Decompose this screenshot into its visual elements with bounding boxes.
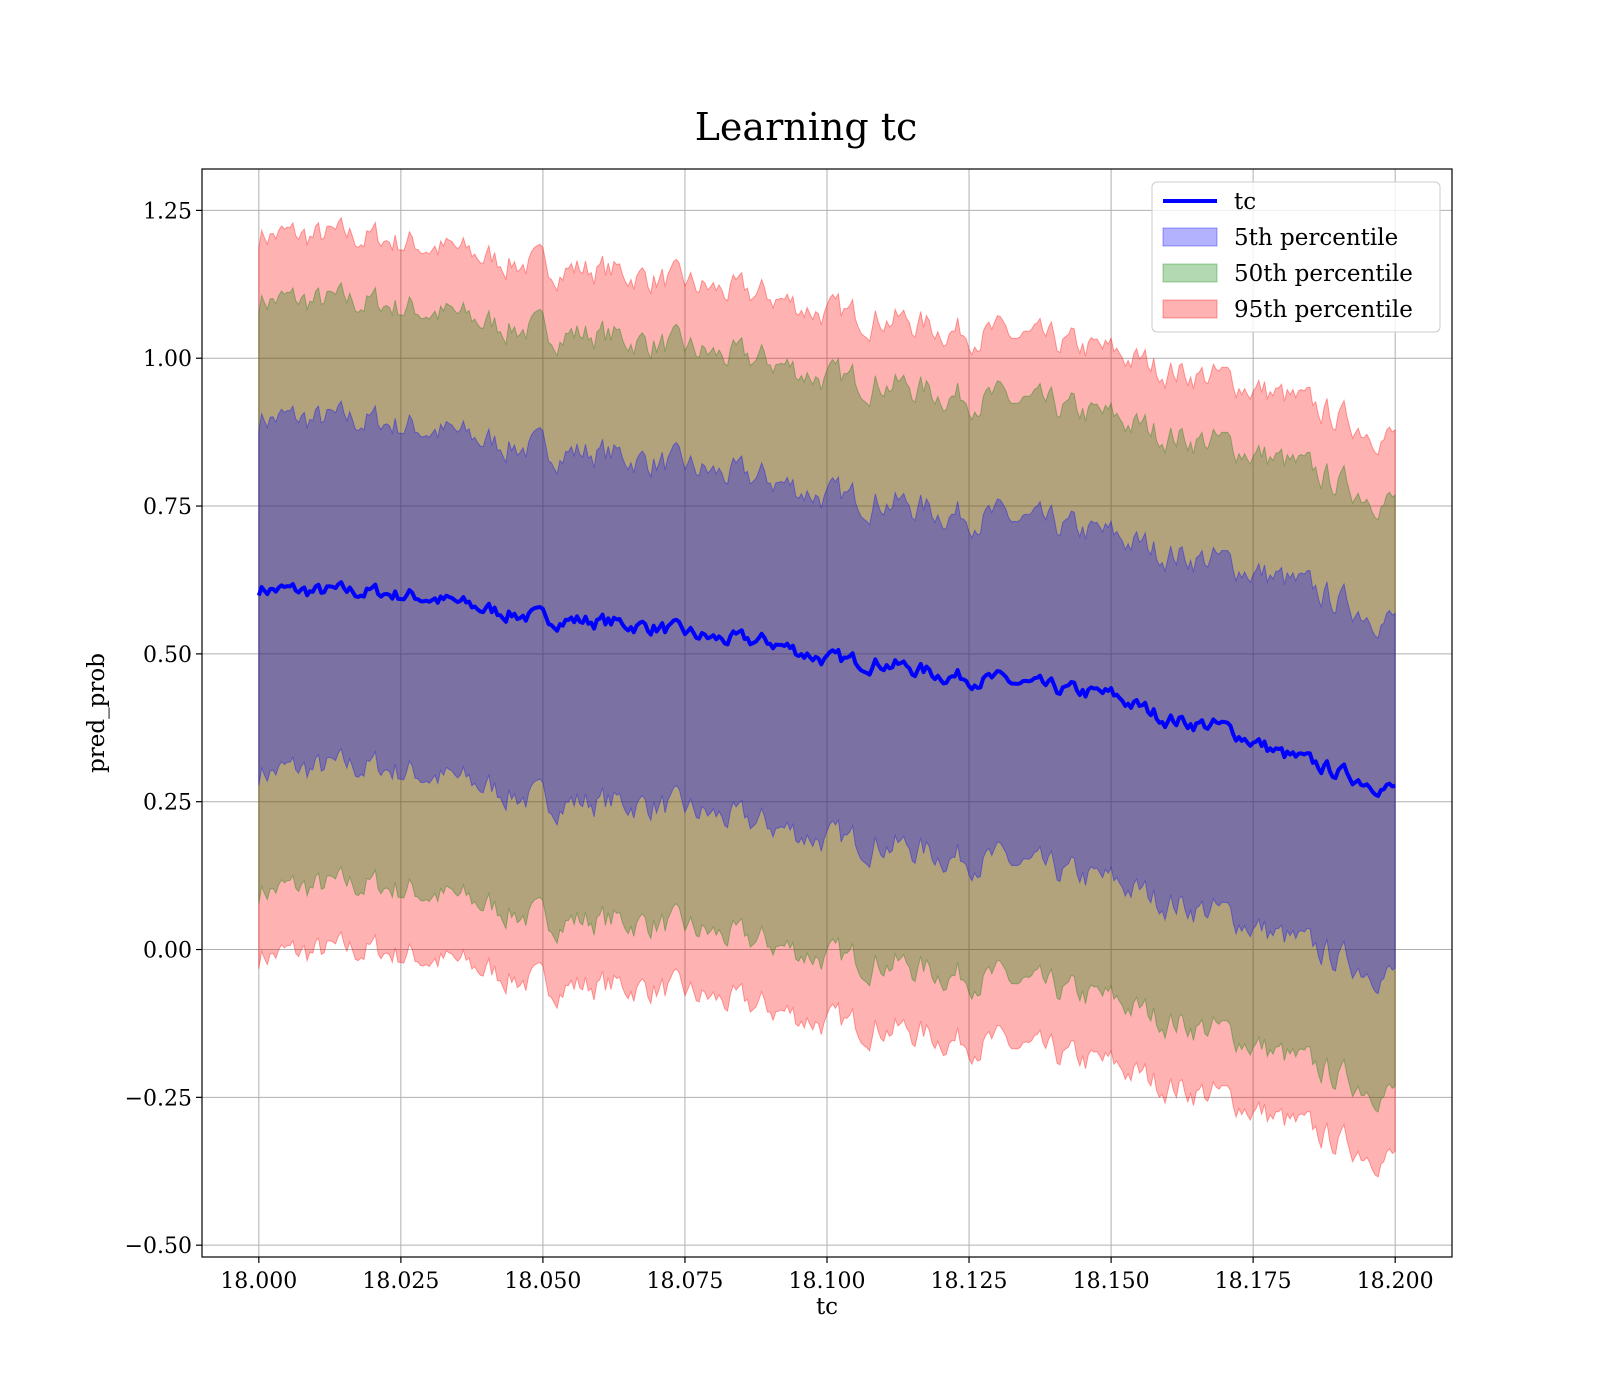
x-tick-label: 18.025 — [362, 1269, 439, 1294]
y-tick-label: −0.50 — [125, 1234, 192, 1259]
legend-label-50th-percentile: 50th percentile — [1234, 261, 1413, 287]
x-tick-label: 18.150 — [1073, 1269, 1150, 1294]
x-tick-label: 18.200 — [1357, 1269, 1434, 1294]
y-tick-label: 0.25 — [143, 791, 192, 816]
legend: tc 5th percentile 50th percentile 95th perc… — [1151, 181, 1441, 333]
percentile-bands — [258, 216, 1396, 1178]
legend-label-95th-percentile: 95th percentile — [1234, 297, 1413, 323]
x-tick-label: 18.075 — [646, 1269, 723, 1294]
y-tick-label: −0.25 — [125, 1086, 192, 1111]
band-95th-percentile — [258, 216, 1396, 1178]
x-tick-label: 18.175 — [1215, 1269, 1292, 1294]
legend-swatch-5th-percentile — [1162, 227, 1218, 247]
x-axis-ticks: 18.000 18.025 18.050 18.075 18.100 18.125 18.1… — [220, 1257, 1434, 1294]
legend-label-5th-percentile: 5th percentile — [1234, 225, 1398, 251]
tc-line-layer — [256, 580, 1396, 798]
legend-swatch-50th-percentile — [1162, 263, 1218, 283]
y-tick-label: 0.50 — [143, 643, 192, 668]
x-axis-label: tc — [816, 1294, 838, 1320]
tc-line — [256, 580, 1396, 798]
y-tick-label: 1.00 — [143, 347, 192, 372]
legend-label-tc: tc — [1234, 189, 1256, 215]
x-tick-label: 18.125 — [931, 1269, 1008, 1294]
y-tick-label: 0.75 — [143, 495, 192, 520]
y-tick-label: 0.00 — [143, 939, 192, 964]
legend-swatch-95th-percentile — [1162, 299, 1218, 319]
chart-title: Learning tc — [695, 105, 918, 149]
x-tick-label: 18.000 — [220, 1269, 297, 1294]
x-tick-label: 18.050 — [504, 1269, 581, 1294]
band-5th-percentile — [258, 399, 1396, 995]
band-50th-percentile — [258, 281, 1396, 1113]
x-tick-label: 18.100 — [789, 1269, 866, 1294]
y-tick-label: 1.25 — [143, 199, 192, 224]
y-axis-ticks: −0.50 −0.25 0.00 0.25 0.50 0.75 1.00 1.25 — [125, 199, 202, 1259]
y-axis-label: pred_prob — [84, 653, 110, 773]
legend-frame — [1151, 181, 1441, 333]
